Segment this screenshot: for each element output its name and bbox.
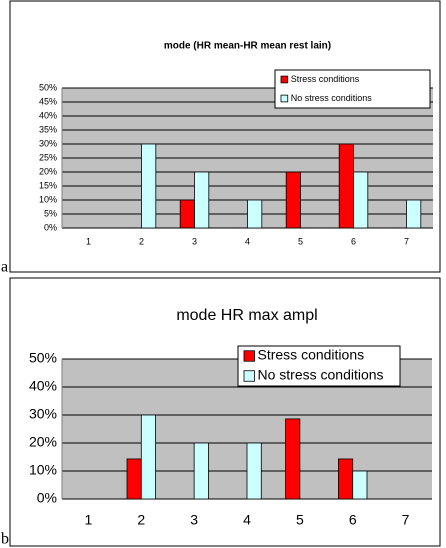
x-tick-label: 1 [86, 236, 91, 246]
legend-swatch [243, 350, 255, 362]
y-tick-label: 50% [29, 350, 57, 366]
legend-swatch [243, 370, 255, 382]
legend-swatch [280, 75, 289, 84]
y-tick-label: 20% [39, 166, 57, 176]
y-tick-label: 50% [39, 82, 57, 92]
chart-title: mode (HR mean-HR mean rest lain) [164, 41, 331, 52]
y-tick-label: 45% [39, 96, 57, 106]
bar [126, 458, 142, 500]
y-tick-label: 25% [39, 152, 57, 162]
y-tick-label: 40% [39, 110, 57, 120]
bar [406, 199, 422, 229]
x-tick-label: 6 [351, 236, 356, 246]
x-tick-label: 7 [402, 512, 410, 528]
x-tick-label: 3 [190, 512, 198, 528]
legend-box [237, 345, 401, 387]
x-tick-label: 4 [243, 512, 251, 528]
bar [140, 414, 156, 500]
x-tick-label: 2 [139, 236, 144, 246]
bar [193, 442, 209, 500]
legend-label: Stress conditions [258, 347, 365, 363]
y-tick-label: 10% [39, 194, 57, 204]
x-tick-label: 3 [192, 236, 197, 246]
x-tick-label: 5 [298, 236, 303, 246]
y-tick-label: 40% [29, 378, 57, 394]
bar [194, 171, 210, 229]
legend-label: Stress conditions [291, 74, 360, 84]
bar [141, 143, 157, 229]
y-tick-label: 10% [29, 462, 57, 478]
y-tick-label: 0% [44, 222, 57, 232]
x-tick-label: 6 [349, 512, 357, 528]
x-tick-label: 5 [296, 512, 304, 528]
bar [179, 199, 195, 229]
bar [353, 171, 369, 229]
x-tick-label: 2 [137, 512, 145, 528]
x-tick-label: 1 [85, 512, 93, 528]
x-tick-label: 4 [245, 236, 250, 246]
bar [352, 470, 368, 500]
legend-swatch [280, 94, 289, 103]
y-tick-label: 30% [29, 406, 57, 422]
legend-label: No stress conditions [258, 367, 384, 383]
y-tick-label: 5% [44, 208, 57, 218]
y-tick-label: 35% [39, 124, 57, 134]
x-tick-label: 7 [404, 236, 409, 246]
panel-label: b [1, 531, 9, 548]
panel-label: a [1, 259, 8, 276]
y-tick-label: 0% [37, 490, 57, 506]
y-tick-label: 20% [29, 434, 57, 450]
bar [285, 171, 301, 229]
bar [247, 199, 263, 229]
legend-label: No stress conditions [291, 93, 373, 103]
bar [338, 143, 354, 229]
legend-box [274, 69, 431, 109]
bar [338, 458, 354, 500]
y-tick-label: 30% [39, 138, 57, 148]
bar [285, 418, 301, 500]
y-tick-label: 15% [39, 180, 57, 190]
bar [246, 442, 262, 500]
chart-title: mode HR max ampl [176, 307, 317, 324]
